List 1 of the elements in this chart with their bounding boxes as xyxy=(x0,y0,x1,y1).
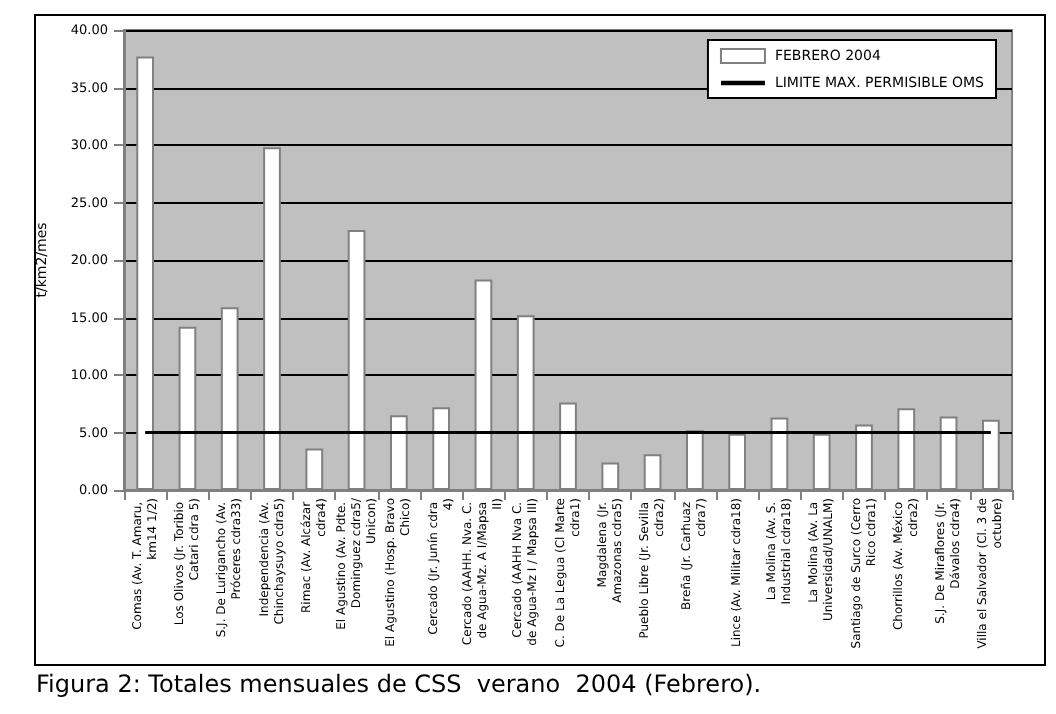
text: Figura 2: Totales mensuales de CSS verano 2004 (Febrero). xyxy=(36,670,762,698)
